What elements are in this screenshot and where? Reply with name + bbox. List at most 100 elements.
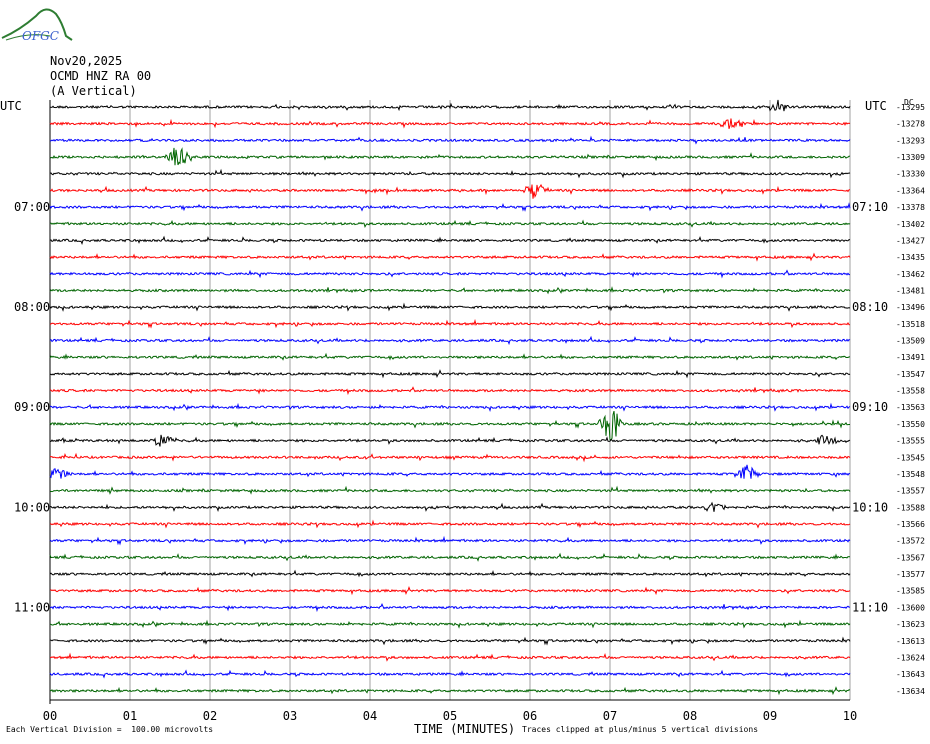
seismic-trace xyxy=(49,535,851,546)
seismic-trace xyxy=(49,183,851,199)
x-tick-label: 05 xyxy=(443,709,457,723)
seismic-trace xyxy=(49,302,851,312)
seismic-trace xyxy=(49,168,851,179)
seismic-trace xyxy=(49,464,851,479)
left-hour-label: 10:00 xyxy=(14,500,50,514)
dc-offset-label: -13600 xyxy=(896,603,925,612)
seismic-trace xyxy=(49,386,851,396)
dc-offset-label: -13496 xyxy=(896,303,925,312)
station-label: OCMD HNZ RA 00 xyxy=(50,69,152,83)
seismic-trace xyxy=(49,369,851,379)
x-tick-label: 02 xyxy=(203,709,217,723)
x-tick-label: 00 xyxy=(43,709,57,723)
x-tick-label: 01 xyxy=(123,709,137,723)
seismic-trace xyxy=(49,219,851,228)
seismic-trace xyxy=(49,552,850,562)
dc-offset-label: -13563 xyxy=(896,403,925,412)
dc-offset-label: -13309 xyxy=(896,153,925,162)
dc-offset-label: -13547 xyxy=(896,370,925,379)
dc-offset-label: -13481 xyxy=(896,286,925,295)
dc-offset-label: -13435 xyxy=(896,253,925,262)
dc-offset-label: -13378 xyxy=(896,203,925,212)
seismic-trace xyxy=(49,402,851,413)
dc-offset-label: -13558 xyxy=(896,387,925,396)
seismic-trace xyxy=(49,485,851,495)
x-tick-label: 08 xyxy=(683,709,697,723)
x-tick-label: 07 xyxy=(603,709,617,723)
seismic-trace xyxy=(49,335,851,346)
right-hour-label: 10:10 xyxy=(852,500,888,514)
date-label: Nov20,2025 xyxy=(50,54,123,68)
dc-offset-label: -13278 xyxy=(896,120,925,129)
dc-header-label: DC xyxy=(904,98,914,107)
seismic-trace xyxy=(49,147,851,166)
dc-offset-label: -13509 xyxy=(896,337,925,346)
ofgc-logo: OFGC xyxy=(0,0,80,46)
seismic-trace xyxy=(49,286,851,295)
dc-offset-label: -13566 xyxy=(896,520,925,529)
seismic-trace xyxy=(49,652,851,662)
seismic-trace xyxy=(49,235,851,245)
logo-mountain-icon xyxy=(1,8,73,41)
seismic-trace xyxy=(49,410,850,441)
dc-offset-label: -13330 xyxy=(896,170,925,179)
dc-offset-label: -13634 xyxy=(896,687,925,696)
x-axis-title: TIME (MINUTES) xyxy=(414,722,515,736)
right-utc-label: UTC xyxy=(865,99,887,113)
footnote-clipping: Traces clipped at plus/minus 5 vertical … xyxy=(522,725,759,734)
dc-offset-label: -13364 xyxy=(896,186,925,195)
seismic-trace xyxy=(49,519,851,529)
dc-offset-label: -13613 xyxy=(896,637,925,646)
x-tick-label: 10 xyxy=(843,709,857,723)
dc-offset-label: -13623 xyxy=(896,620,925,629)
seismic-trace xyxy=(49,252,851,262)
dc-offset-label: -13402 xyxy=(896,220,925,229)
left-hour-label: 11:00 xyxy=(14,600,50,614)
x-tick-label: 06 xyxy=(523,709,537,723)
seismic-trace xyxy=(49,269,850,279)
dc-offset-label: -13491 xyxy=(896,353,925,362)
dc-offset-label: -13577 xyxy=(896,570,925,579)
seismic-trace xyxy=(50,99,851,112)
seismic-trace xyxy=(50,636,851,646)
left-hour-label: 07:00 xyxy=(14,200,50,214)
seismic-trace xyxy=(49,569,851,578)
dc-offset-label: -13550 xyxy=(896,420,925,429)
seismic-trace xyxy=(49,452,851,463)
seismic-trace xyxy=(49,135,851,145)
left-utc-label: UTC xyxy=(0,99,22,113)
dc-offset-label: -13545 xyxy=(896,453,925,462)
x-tick-label: 09 xyxy=(763,709,777,723)
dc-offset-label: -13572 xyxy=(896,537,925,546)
x-tick-label: 03 xyxy=(283,709,297,723)
dc-offset-label: -13427 xyxy=(896,236,925,245)
dc-offset-label: -13588 xyxy=(896,503,925,512)
dc-offset-label: -13585 xyxy=(896,587,925,596)
right-hour-label: 08:10 xyxy=(852,300,888,314)
dc-offset-label: -13548 xyxy=(896,470,925,479)
right-hour-label: 11:10 xyxy=(852,600,888,614)
footnote-division: Each Vertical Division = 100.00 microvol… xyxy=(6,725,214,734)
dc-offset-label: -13643 xyxy=(896,670,925,679)
right-hour-label: 07:10 xyxy=(852,200,888,214)
dc-offset-label: -13462 xyxy=(896,270,925,279)
x-tick-label: 04 xyxy=(363,709,377,723)
seismic-trace xyxy=(49,686,851,696)
dc-offset-label: -13295 xyxy=(896,103,925,112)
seismic-trace xyxy=(49,202,851,212)
right-hour-label: 09:10 xyxy=(852,400,888,414)
seismic-trace xyxy=(49,586,851,596)
left-hour-label: 08:00 xyxy=(14,300,50,314)
dc-offset-label: -13518 xyxy=(896,320,925,329)
seismic-trace xyxy=(49,434,851,447)
dc-offset-label: -13555 xyxy=(896,437,925,446)
dc-offset-label: -13624 xyxy=(896,653,925,662)
seismic-trace xyxy=(49,669,851,679)
dc-offset-label: -13567 xyxy=(896,553,925,562)
seismic-trace xyxy=(49,318,851,329)
seismic-trace xyxy=(49,619,851,629)
logo-text: OFGC xyxy=(22,29,59,43)
seismic-trace xyxy=(49,352,850,361)
seismic-trace xyxy=(49,501,851,512)
